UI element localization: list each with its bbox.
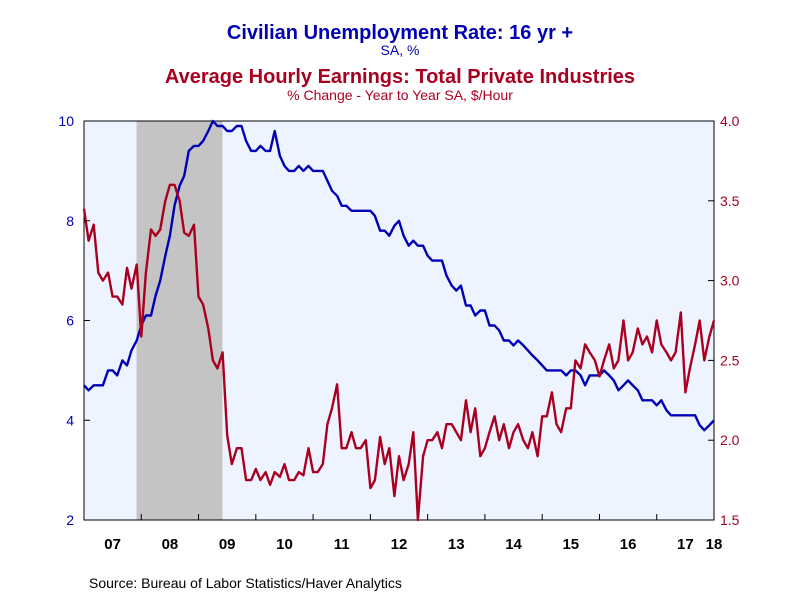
source-note: Source: Bureau of Labor Statistics/Haver…: [89, 575, 402, 591]
x-tick-label: 15: [562, 536, 579, 553]
series-lines: [82, 119, 716, 522]
recession-band: [136, 121, 223, 520]
left-axis-ticks: 2 4 6 8 10: [58, 113, 90, 528]
right-tick-label: 1.5: [720, 512, 740, 528]
chart-title-2: Average Hourly Earnings: Total Private I…: [165, 66, 635, 88]
right-axis-ticks: 1.5 2.0 2.5 3.0 3.5 4.0: [708, 113, 740, 528]
right-tick-label: 3.0: [720, 273, 740, 289]
chart-title-subtitle: SA, %: [381, 42, 420, 58]
left-tick-label: 2: [66, 512, 74, 528]
x-tick-label: 13: [448, 536, 465, 553]
x-tick-label: 08: [162, 536, 179, 553]
chart-title-2-subtitle: % Change - Year to Year SA, $/Hour: [287, 87, 513, 103]
chart-title: Civilian Unemployment Rate: 16 yr +: [227, 22, 573, 44]
x-tick-label: 12: [391, 536, 408, 553]
right-tick-label: 3.5: [720, 193, 740, 209]
left-tick-label: 10: [58, 113, 74, 129]
left-tick-label: 6: [66, 313, 74, 329]
x-tick-label: 18: [706, 536, 723, 553]
right-tick-label: 4.0: [720, 113, 740, 129]
chart-titles: Civilian Unemployment Rate: 16 yr + SA, …: [165, 22, 635, 103]
left-tick-label: 4: [66, 412, 74, 428]
x-tick-label: 11: [334, 536, 350, 553]
x-tick-label: 10: [276, 536, 293, 553]
right-tick-label: 2.5: [720, 352, 740, 368]
x-tick-label: 07: [104, 536, 121, 553]
x-tick-label: 16: [620, 536, 637, 553]
right-tick-label: 2.0: [720, 432, 740, 448]
hourly-earnings-line: [82, 183, 716, 522]
left-tick-label: 8: [66, 213, 74, 229]
x-tick-label: 17: [677, 536, 694, 553]
x-tick-label: 14: [505, 536, 522, 553]
x-axis-ticks: 07 08 09 10 11 12 13 14 15 16 17 18: [83, 514, 723, 553]
unemployment-rate-line: [83, 119, 715, 432]
x-tick-label: 09: [219, 536, 236, 553]
